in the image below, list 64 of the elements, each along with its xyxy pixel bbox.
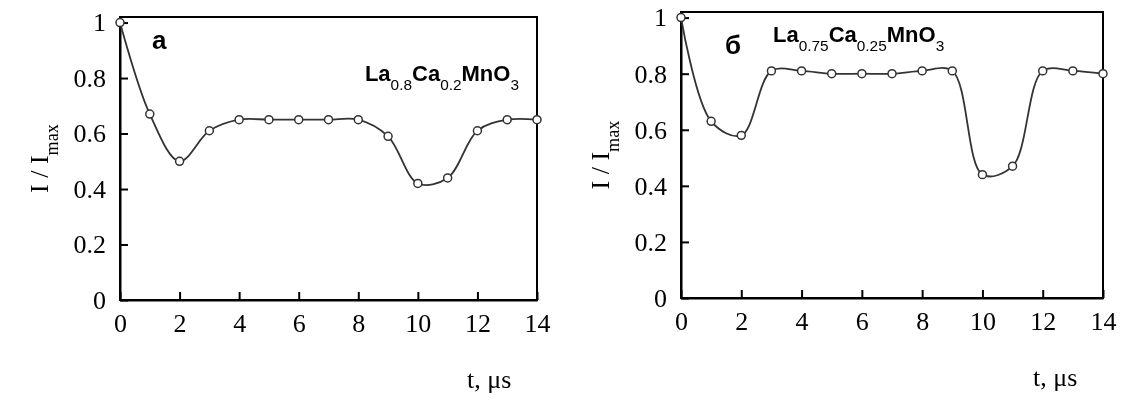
y-tick-label: 0 — [654, 283, 667, 313]
point — [1037, 66, 1048, 76]
x-tick-label: 12 — [1030, 307, 1057, 337]
y-tick-label: 0.6 — [634, 115, 667, 145]
point — [736, 130, 747, 141]
x-tick-label: 10 — [405, 309, 432, 339]
point — [472, 126, 483, 136]
y-tick-label: 0.8 — [73, 63, 106, 93]
y-tick-label: 0 — [93, 285, 106, 315]
point — [353, 114, 364, 125]
point — [887, 68, 897, 79]
annotation: La$_{0.8}$Ca$_{0.2}$MnO$_{3}$ — [364, 61, 519, 93]
x-tick-label: 0 — [114, 309, 127, 339]
point — [1068, 66, 1078, 76]
point — [676, 12, 686, 23]
point — [977, 169, 988, 180]
point — [502, 114, 512, 125]
x-tick-label: 8 — [352, 309, 366, 339]
x-tick-label: 6 — [855, 307, 869, 337]
x-tick-label: 4 — [795, 307, 809, 337]
y-tick-label: 0.2 — [634, 227, 667, 257]
point — [383, 131, 393, 142]
y-tick-label: 0.6 — [73, 119, 106, 149]
x-tick-label: 6 — [292, 309, 306, 339]
y-tick-label: 0.4 — [73, 174, 106, 204]
point — [204, 126, 215, 136]
x-tick-label: 8 — [916, 307, 930, 337]
point — [947, 66, 958, 76]
point — [917, 66, 927, 76]
annotation: б — [725, 30, 742, 60]
x-tick-label: 2 — [735, 307, 749, 337]
x-tick-label: 14 — [524, 309, 551, 339]
point — [293, 114, 304, 125]
annotation: а — [152, 25, 167, 55]
point — [1098, 68, 1108, 79]
annotation: La$_{0.75}$Ca$_{0.25}$MnO$_{3}$ — [773, 22, 945, 54]
point — [145, 109, 155, 119]
y-tick-label: 1 — [654, 3, 667, 33]
y-tick-label: 0.2 — [73, 230, 106, 260]
x-axis-title: t, μs — [1033, 363, 1078, 392]
y-tick-label: 1 — [93, 8, 106, 38]
point — [413, 178, 423, 189]
y-tick-label: 0.8 — [634, 59, 667, 89]
point — [766, 66, 777, 76]
x-tick-label: 14 — [1090, 307, 1117, 337]
x-tick-label: 2 — [173, 309, 187, 339]
point — [234, 114, 244, 125]
point — [857, 68, 867, 79]
point — [532, 114, 542, 125]
point — [442, 173, 453, 183]
point — [826, 68, 837, 79]
x-tick-label: 0 — [675, 307, 688, 337]
point — [706, 116, 716, 127]
x-axis-title: t, μs — [467, 365, 512, 394]
x-tick-label: 12 — [464, 309, 491, 339]
x-tick-label: 10 — [969, 307, 996, 337]
point — [115, 17, 125, 28]
y-tick-label: 0.4 — [634, 171, 667, 201]
point — [796, 66, 807, 76]
point — [1007, 161, 1018, 171]
point — [174, 156, 185, 167]
point — [323, 114, 334, 125]
x-tick-label: 4 — [233, 309, 247, 339]
point — [264, 114, 274, 125]
